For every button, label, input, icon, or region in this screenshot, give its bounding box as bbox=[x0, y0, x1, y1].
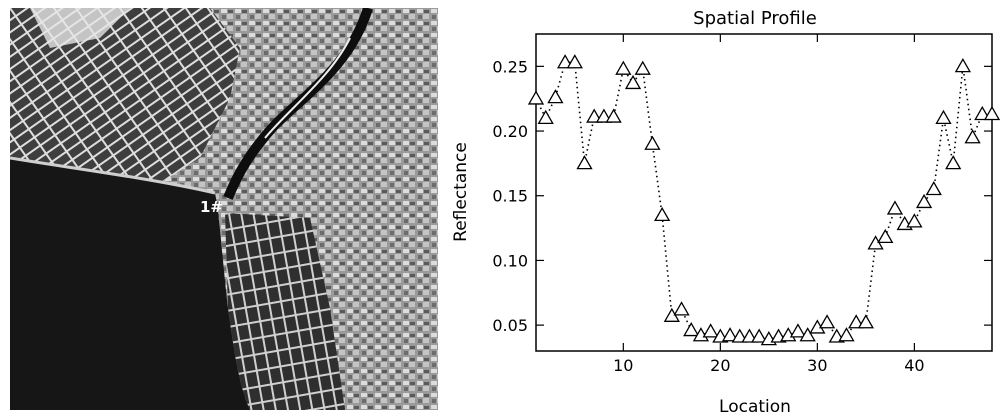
data-point-marker bbox=[848, 314, 865, 329]
data-point-marker bbox=[838, 327, 855, 342]
data-point-marker bbox=[615, 60, 632, 75]
data-point-marker bbox=[925, 180, 942, 196]
data-point-marker bbox=[634, 60, 651, 75]
data-point-marker bbox=[935, 109, 952, 125]
data-point-marker bbox=[556, 54, 574, 69]
data-point-marker bbox=[547, 89, 564, 104]
data-point-marker bbox=[915, 193, 933, 209]
plot-area: 10 20 30 40 0.05 0.10 0.15 0.20 0.25 bbox=[492, 33, 1000, 375]
data-point-marker bbox=[789, 323, 807, 338]
x-tick-label: 20 bbox=[710, 356, 730, 375]
data-point-marker bbox=[906, 213, 923, 228]
data-point-marker bbox=[586, 108, 603, 123]
x-tick-label: 40 bbox=[904, 356, 924, 375]
data-point-marker bbox=[537, 109, 554, 125]
data-point-marker bbox=[595, 108, 613, 123]
data-point-marker bbox=[624, 74, 642, 90]
data-point-marker bbox=[818, 314, 836, 329]
x-axis-label: Location bbox=[719, 397, 791, 417]
data-point-marker bbox=[731, 328, 748, 343]
y-tick-label: 0.20 bbox=[492, 122, 528, 141]
data-point-marker bbox=[983, 105, 1000, 121]
plot-frame bbox=[535, 33, 993, 352]
data-point-marker bbox=[702, 323, 719, 338]
y-tick-label: 0.10 bbox=[492, 251, 528, 270]
spatial-profile-chart: Spatial Profile Location Reflectance 10 2… bbox=[440, 0, 1000, 418]
chart-canvas: Spatial Profile Location Reflectance 10 2… bbox=[451, 8, 1000, 417]
data-point-marker bbox=[964, 129, 981, 144]
data-point-marker bbox=[527, 90, 545, 105]
data-point-marker bbox=[886, 200, 904, 215]
data-point-marker bbox=[673, 301, 690, 316]
y-tick-label: 0.25 bbox=[492, 57, 528, 76]
data-point-marker bbox=[576, 155, 593, 170]
x-tick-label: 10 bbox=[613, 356, 633, 375]
y-axis-label: Reflectance bbox=[451, 142, 471, 242]
data-point-marker bbox=[644, 135, 661, 150]
location-marker-label: 1# bbox=[200, 198, 223, 216]
data-point-marker bbox=[857, 314, 874, 329]
chart-title: Spatial Profile bbox=[693, 8, 817, 29]
satellite-image: 1# bbox=[10, 8, 438, 410]
data-point-marker bbox=[945, 155, 962, 170]
data-point-marker bbox=[721, 327, 739, 342]
data-point-marker bbox=[654, 206, 671, 222]
data-point-marker bbox=[605, 108, 622, 123]
data-point-marker bbox=[751, 328, 768, 343]
data-point-marker bbox=[974, 105, 991, 121]
data-point-marker bbox=[877, 228, 894, 244]
satellite-image-panel: 1# bbox=[10, 8, 438, 410]
data-point-marker bbox=[954, 58, 972, 73]
data-point-marker bbox=[799, 327, 816, 342]
data-point-marker bbox=[683, 321, 700, 337]
y-tick-label: 0.05 bbox=[492, 316, 528, 335]
data-point-marker bbox=[741, 328, 758, 343]
x-tick-label: 30 bbox=[807, 356, 827, 375]
y-tick-label: 0.15 bbox=[492, 187, 528, 206]
data-point-marker bbox=[566, 54, 583, 69]
